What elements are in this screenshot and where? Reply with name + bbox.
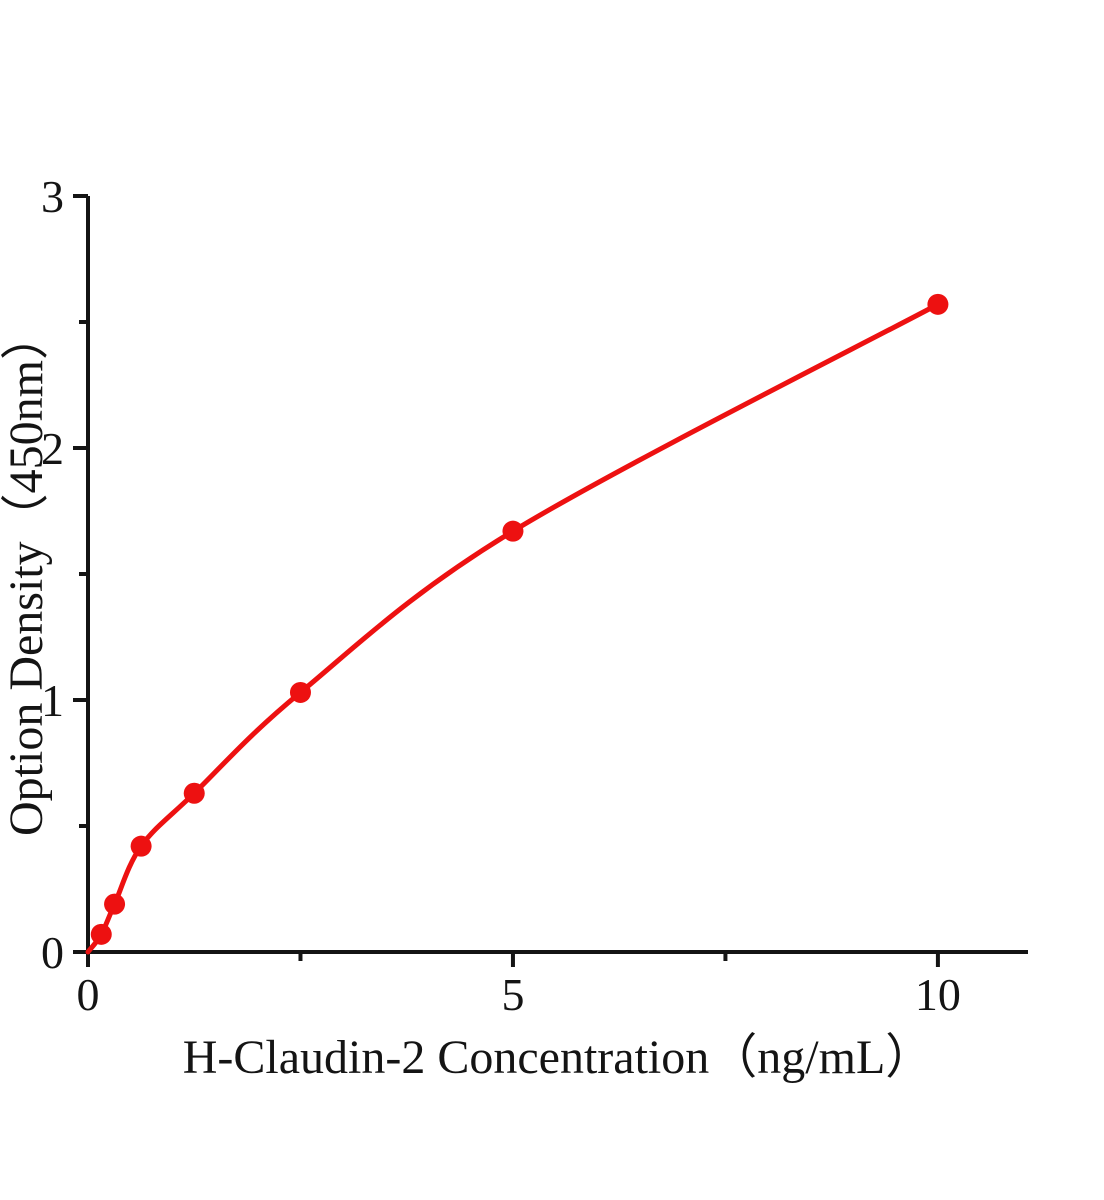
x-tick-label: 5 xyxy=(501,969,524,1020)
fit-curve xyxy=(85,301,941,955)
y-tick-label: 3 xyxy=(41,171,64,222)
y-tick-label: 0 xyxy=(41,927,64,978)
data-point-marker xyxy=(183,782,205,804)
data-point-marker xyxy=(927,293,949,315)
x-axis-title: H-Claudin-2 Concentration（ng/mL） xyxy=(182,1031,934,1084)
data-point-marker xyxy=(289,681,311,703)
x-tick-label: 0 xyxy=(77,969,100,1020)
data-point-marker xyxy=(90,923,112,945)
data-point-marker xyxy=(502,520,524,542)
x-tick-label: 10 xyxy=(915,969,961,1020)
data-point-marker xyxy=(104,893,126,915)
y-tick-label: 1 xyxy=(41,675,64,726)
data-point-marker xyxy=(130,835,152,857)
y-axis-title: Option Density（450nm） xyxy=(0,312,53,836)
axis-lines xyxy=(86,196,1028,954)
y-tick-label: 2 xyxy=(41,423,64,474)
